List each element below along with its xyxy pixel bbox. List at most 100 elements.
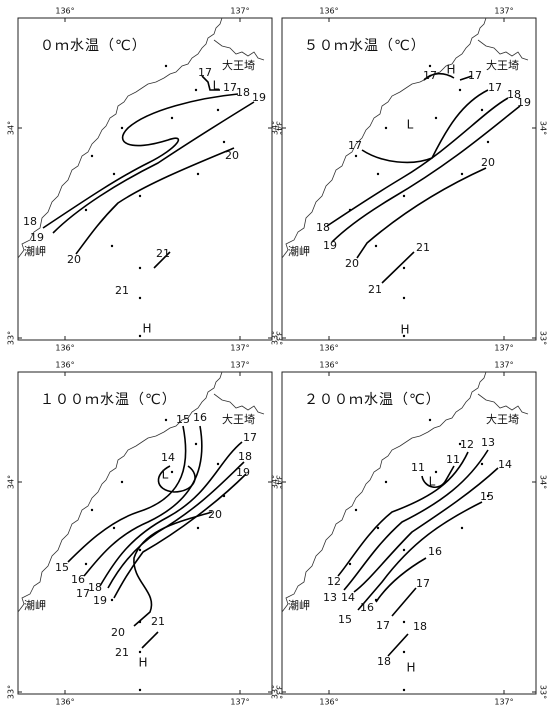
- isotherm: [343, 449, 489, 591]
- isotherm-label: 16: [71, 573, 85, 586]
- lat-label: 34°: [271, 121, 280, 135]
- station: [120, 480, 124, 484]
- station: [112, 526, 116, 530]
- lat-label: 34°: [7, 475, 16, 489]
- isotherm-label: 17: [423, 69, 437, 82]
- isotherm-label: 12: [327, 575, 341, 588]
- isotherm-label: 18: [377, 655, 391, 668]
- isotherm-label: 20: [208, 508, 222, 521]
- isotherm: [357, 501, 483, 611]
- lat-label: 33°: [7, 685, 16, 699]
- panel-title: ２００ｍ水温（℃）: [304, 392, 441, 408]
- station: [486, 494, 490, 498]
- station: [138, 296, 142, 300]
- lat-label: 33°: [539, 331, 548, 345]
- lon-label: 137°: [230, 698, 249, 707]
- station: [138, 266, 142, 270]
- station: [354, 154, 358, 158]
- station: [428, 418, 432, 422]
- isotherm-label: 20: [111, 626, 125, 639]
- isotherm-label: 12: [460, 438, 474, 451]
- station: [84, 208, 88, 212]
- station: [194, 88, 198, 92]
- coastline: [17, 371, 265, 613]
- isotherm-label: 21: [115, 284, 129, 297]
- station: [460, 526, 464, 530]
- lat-label: 34°: [275, 475, 284, 489]
- station: [164, 64, 168, 68]
- isotherm: [133, 511, 213, 627]
- lon-label: 136°: [319, 698, 338, 707]
- isotherm-label: 18: [413, 620, 427, 633]
- station: [110, 244, 114, 248]
- isotherm-label: 21: [151, 615, 165, 628]
- panel-title: ５０ｍ水温（℃）: [304, 38, 426, 54]
- pressure-marker: H: [142, 322, 151, 336]
- lon-label: 136°: [55, 7, 74, 16]
- isotherm-label: 14: [341, 591, 355, 604]
- lat-label: 34°: [275, 121, 284, 135]
- isotherm-label: 17: [198, 66, 212, 79]
- station: [138, 194, 142, 198]
- station: [348, 562, 352, 566]
- isotherm-label: 17: [243, 431, 257, 444]
- map-panel: 136°136°137°137°34° 34°33° 33°１００ｍ水温（℃）大王埼…: [7, 361, 284, 707]
- station: [354, 508, 358, 512]
- isotherm: [52, 101, 255, 234]
- isotherm-label: 18: [23, 215, 37, 228]
- station: [196, 172, 200, 176]
- lon-label: 136°: [319, 361, 338, 370]
- station: [112, 172, 116, 176]
- station: [90, 154, 94, 158]
- station: [458, 88, 462, 92]
- isotherm: [83, 425, 203, 577]
- station: [196, 526, 200, 530]
- lat-label: 34°: [7, 121, 16, 135]
- isotherm: [337, 451, 469, 577]
- panel-title: ０ｍ水温（℃）: [40, 38, 147, 54]
- station: [138, 650, 142, 654]
- station: [402, 266, 406, 270]
- station: [384, 126, 388, 130]
- place-label: 潮岬: [24, 244, 46, 258]
- isotherm-label: 11: [446, 453, 460, 466]
- isotherm: [331, 105, 521, 243]
- isotherm-label: 19: [517, 96, 531, 109]
- isotherm: [391, 587, 417, 617]
- station: [374, 244, 378, 248]
- map-panel: 136°136°137°137°34° 34°33° 33°０ｍ水温（℃）大王埼潮岬…: [7, 7, 284, 353]
- panel-frame: [281, 371, 537, 695]
- isotherm-label: 16: [428, 545, 442, 558]
- lat-label: 33°: [275, 685, 284, 699]
- station: [402, 688, 406, 692]
- isotherm-label: 17: [223, 81, 237, 94]
- lon-label: 137°: [230, 344, 249, 353]
- station: [460, 172, 464, 176]
- isotherm: [326, 97, 509, 227]
- isotherm-label: 19: [252, 91, 266, 104]
- isotherm-label: 14: [161, 451, 175, 464]
- isotherm-label: 11: [411, 461, 425, 474]
- isotherm-label: 17: [488, 81, 502, 94]
- isotherm-label: 17: [416, 577, 430, 590]
- lon-label: 136°: [55, 698, 74, 707]
- station: [138, 334, 142, 338]
- isotherm: [99, 441, 243, 587]
- isotherm: [67, 425, 187, 563]
- isotherm-label: 18: [316, 221, 330, 234]
- isotherm-label: 17: [376, 619, 390, 632]
- isotherm-label: 20: [67, 253, 81, 266]
- isotherm-label: 21: [368, 283, 382, 296]
- isotherm-label: 19: [93, 594, 107, 607]
- lon-label: 136°: [55, 361, 74, 370]
- lon-label: 137°: [494, 698, 513, 707]
- station: [384, 480, 388, 484]
- isotherm-label: 16: [193, 411, 207, 424]
- isotherm-label: 17: [468, 69, 482, 82]
- coastline: [281, 17, 529, 259]
- isotherm-label: 16: [360, 601, 374, 614]
- station: [164, 418, 168, 422]
- lat-label: 34°: [539, 475, 548, 489]
- station: [486, 140, 490, 144]
- panel-title: １００ｍ水温（℃）: [40, 392, 177, 408]
